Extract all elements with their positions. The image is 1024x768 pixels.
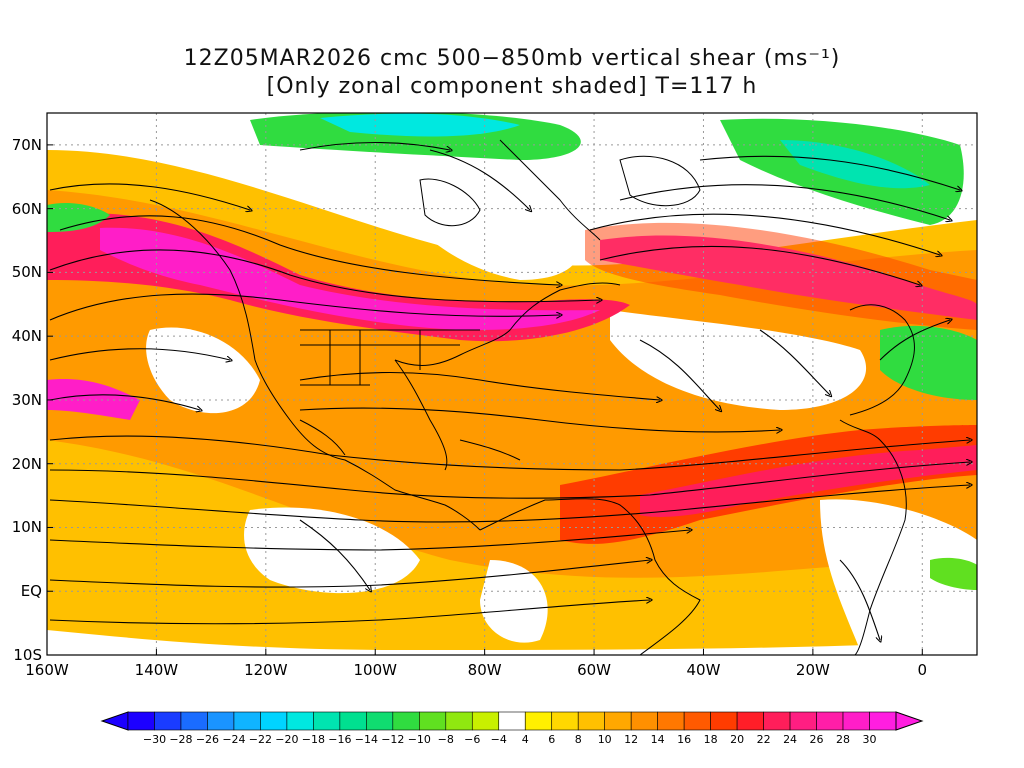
colorbar-swatch bbox=[286, 711, 314, 731]
colorbar-swatch bbox=[604, 711, 632, 731]
latitude-label: 60N bbox=[11, 199, 42, 218]
colorbar bbox=[100, 711, 924, 731]
longitude-label: 40W bbox=[686, 661, 721, 679]
colorbar-swatch bbox=[524, 711, 553, 731]
colorbar-swatch bbox=[154, 711, 182, 731]
colorbar-label: −20 bbox=[275, 733, 299, 746]
colorbar-label: 22 bbox=[756, 733, 771, 746]
latitude-label: 10S bbox=[13, 646, 42, 664]
colorbar-label: −26 bbox=[195, 733, 220, 746]
colorbar-label: −8 bbox=[437, 733, 454, 746]
longitude-label: 140W bbox=[134, 661, 179, 679]
colorbar-label: 10 bbox=[597, 733, 612, 746]
colorbar-swatch bbox=[419, 711, 447, 731]
colorbar-label: −24 bbox=[222, 733, 246, 746]
colorbar-swatch bbox=[710, 711, 738, 731]
latitude-label: EQ bbox=[20, 582, 42, 601]
colorbar-label: 14 bbox=[650, 733, 665, 746]
colorbar-arrow-low bbox=[100, 711, 129, 731]
longitude-label: 0 bbox=[917, 661, 928, 679]
colorbar-label: 30 bbox=[862, 733, 877, 746]
colorbar-swatch bbox=[471, 711, 500, 731]
colorbar-swatch bbox=[233, 711, 261, 731]
colorbar-swatch bbox=[683, 711, 711, 731]
colorbar-swatch bbox=[736, 711, 764, 731]
colorbar-label: −6 bbox=[464, 733, 481, 746]
longitude-label: 60W bbox=[577, 661, 611, 679]
colorbar-swatch bbox=[260, 711, 288, 731]
colorbar-swatch bbox=[445, 711, 473, 731]
colorbar-swatch bbox=[180, 711, 208, 731]
colorbar-swatch bbox=[392, 711, 420, 731]
colorbar-swatch bbox=[339, 711, 367, 731]
colorbar-swatch bbox=[577, 711, 605, 731]
colorbar-swatch bbox=[551, 711, 579, 731]
colorbar-swatch bbox=[207, 711, 235, 731]
colorbar-label: −22 bbox=[248, 733, 273, 746]
colorbar-label: 8 bbox=[574, 733, 582, 746]
colorbar-swatch bbox=[657, 711, 685, 731]
colorbar-label: −14 bbox=[354, 733, 378, 746]
colorbar-label: −4 bbox=[490, 733, 507, 746]
map-title-line1: 12Z05MAR2026 cmc 500−850mb vertical shea… bbox=[183, 46, 841, 71]
colorbar-label: −10 bbox=[407, 733, 431, 746]
longitude-label: 100W bbox=[353, 661, 397, 679]
longitude-label: 20W bbox=[795, 661, 830, 679]
longitude-label: 120W bbox=[244, 661, 288, 679]
colorbar-arrow-high bbox=[895, 711, 924, 731]
colorbar-label: 24 bbox=[783, 733, 798, 746]
colorbar-label: 20 bbox=[730, 733, 745, 746]
shading-layer bbox=[47, 113, 977, 655]
longitude-label: 80W bbox=[467, 661, 502, 679]
colorbar-label: 6 bbox=[548, 733, 556, 746]
colorbar-label: −18 bbox=[301, 733, 325, 746]
colorbar-swatch bbox=[816, 711, 844, 731]
colorbar-swatch bbox=[869, 711, 897, 731]
latitude-label: 70N bbox=[11, 135, 42, 154]
colorbar-label: 18 bbox=[703, 733, 718, 746]
latitude-label: 30N bbox=[11, 390, 42, 409]
colorbar-label: 12 bbox=[624, 733, 639, 746]
latitude-label: 50N bbox=[11, 263, 42, 282]
map-title-line2: [Only zonal component shaded] T=117 h bbox=[266, 74, 758, 99]
colorbar-swatch bbox=[313, 711, 341, 731]
colorbar-swatch bbox=[842, 711, 870, 731]
streamlines bbox=[49, 141, 970, 641]
latitude-label: 10N bbox=[11, 518, 42, 537]
colorbar-label: −28 bbox=[169, 733, 193, 746]
colorbar-label: 4 bbox=[521, 733, 529, 746]
colorbar-label: 16 bbox=[677, 733, 692, 746]
latitude-label: 20N bbox=[11, 454, 42, 473]
colorbar-swatch bbox=[763, 711, 791, 731]
colorbar-swatch bbox=[366, 711, 394, 731]
graticule bbox=[46, 113, 977, 656]
colorbar-swatch bbox=[789, 711, 817, 731]
axis-ticks bbox=[46, 144, 923, 656]
colorbar-label: 28 bbox=[836, 733, 851, 746]
plot-frame bbox=[46, 112, 978, 656]
latitude-label: 40N bbox=[11, 327, 42, 346]
colorbar-swatch bbox=[630, 711, 658, 731]
colorbar-swatch bbox=[127, 711, 155, 731]
colorbar-swatch bbox=[498, 711, 526, 731]
coastlines bbox=[149, 139, 915, 655]
colorbar-label: 26 bbox=[809, 733, 824, 746]
longitude-label: 160W bbox=[25, 661, 69, 679]
colorbar-label: −30 bbox=[142, 733, 167, 746]
colorbar-label: −12 bbox=[381, 733, 405, 746]
colorbar-label: −16 bbox=[328, 733, 352, 746]
